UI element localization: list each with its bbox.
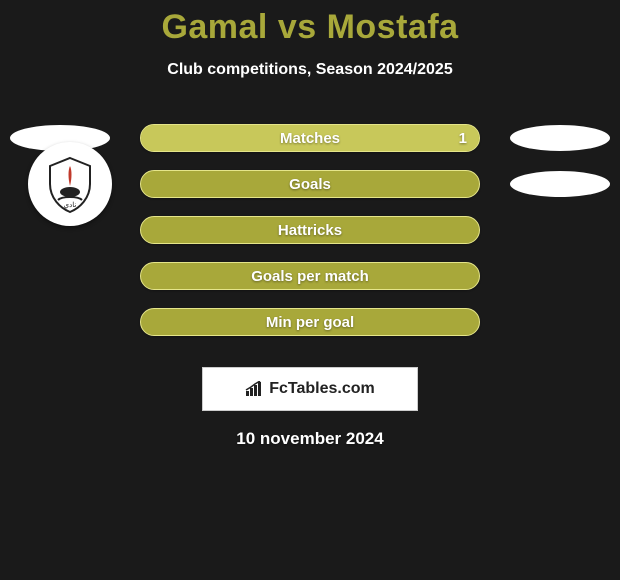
brand-logo: FcTables.com <box>245 380 375 398</box>
stat-label: Goals per match <box>251 268 369 285</box>
player-placeholder-ellipse <box>510 171 610 197</box>
stat-value-right: 1 <box>459 130 467 147</box>
page-subtitle: Club competitions, Season 2024/2025 <box>0 61 620 79</box>
team-crest-graphic: نادي <box>38 152 102 216</box>
player-placeholder-ellipse <box>510 125 610 151</box>
team-crest-left: نادي <box>28 142 112 226</box>
svg-text:نادي: نادي <box>64 201 77 209</box>
stat-pill: Min per goal <box>140 308 480 336</box>
stat-label: Goals <box>289 176 331 193</box>
stat-pill: Goals per match <box>140 262 480 290</box>
stat-label: Min per goal <box>266 314 354 331</box>
brand-logo-text: FcTables.com <box>269 380 375 398</box>
stat-pill: Matches 1 <box>140 124 480 152</box>
stats-container: Matches 1 Goals Hattricks Goals per match Min… <box>0 115 620 345</box>
stat-pill: Goals <box>140 170 480 198</box>
page-title: Gamal vs Mostafa <box>0 0 620 47</box>
date-line: 10 november 2024 <box>0 429 620 449</box>
stat-label: Hattricks <box>278 222 342 239</box>
stat-pill: Hattricks <box>140 216 480 244</box>
stat-row: Goals per match <box>0 253 620 299</box>
stat-row: Min per goal <box>0 299 620 345</box>
stat-label: Matches <box>280 130 340 147</box>
chart-icon <box>245 381 265 397</box>
brand-logo-box: FcTables.com <box>202 367 418 411</box>
